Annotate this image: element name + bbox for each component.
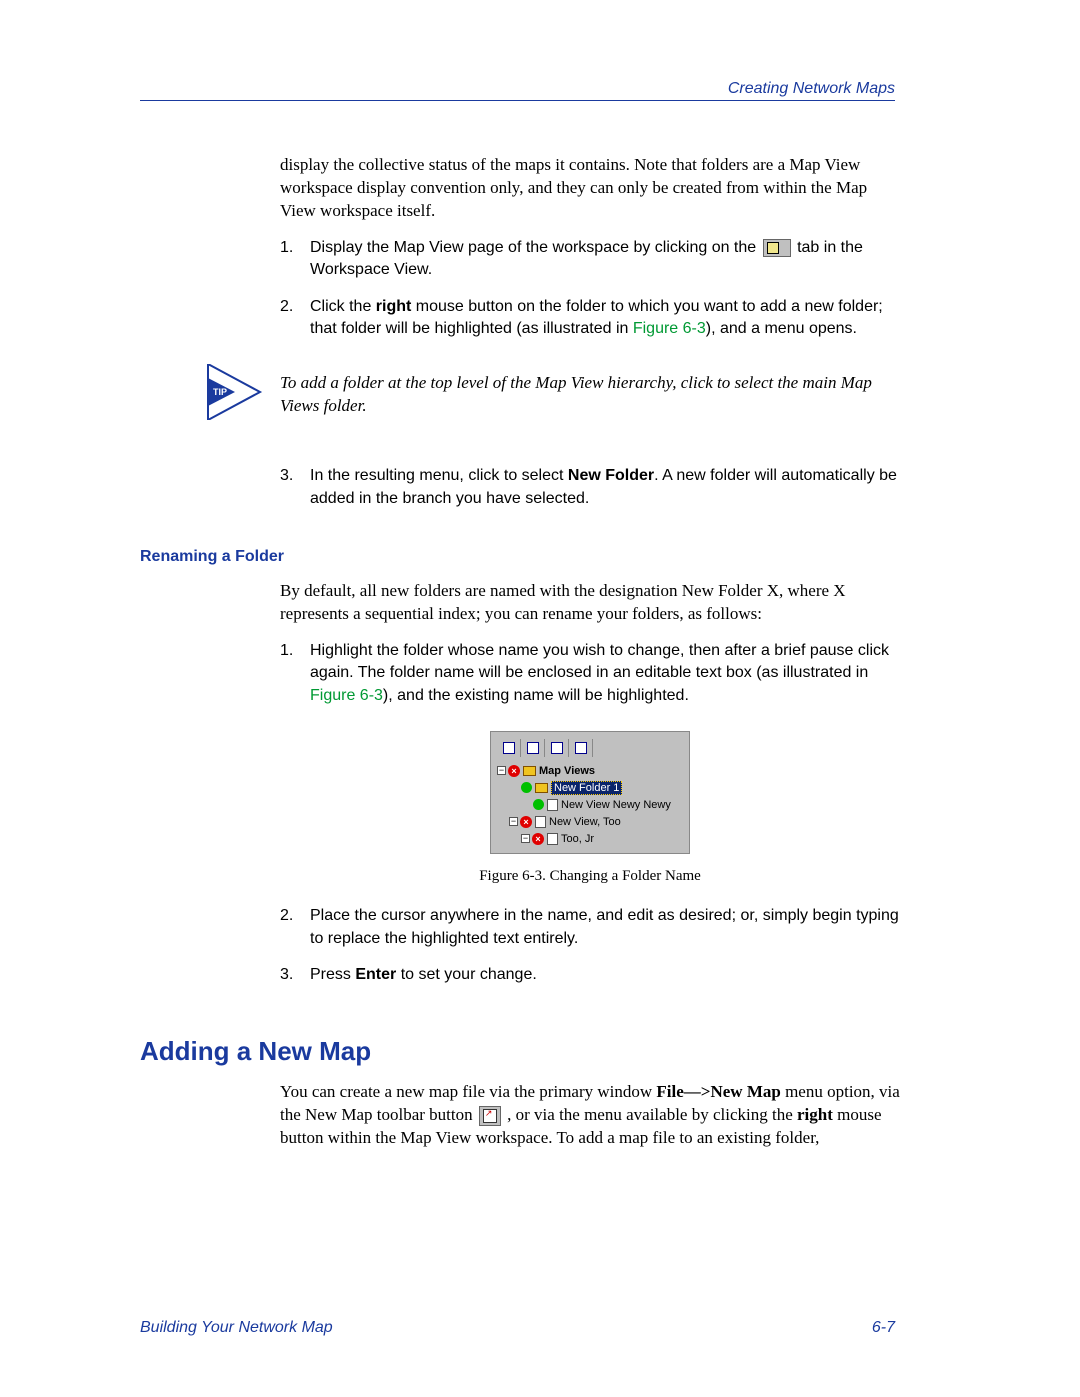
step-num: 1. xyxy=(280,237,310,282)
tree-selected-label[interactable]: New Folder 1 xyxy=(551,781,622,795)
text: to set your change. xyxy=(396,966,537,983)
tree-row: New Folder 1 xyxy=(497,779,683,796)
tree-label: Too, Jr xyxy=(561,833,594,845)
file-icon xyxy=(547,799,558,811)
tip-label: TIP xyxy=(213,387,227,397)
heading-renaming-folder: Renaming a Folder xyxy=(140,548,900,566)
text: Display the Map View page of the workspa… xyxy=(310,239,761,256)
text: Highlight the folder whose name you wish… xyxy=(310,642,889,681)
step-body: Press Enter to set your change. xyxy=(310,964,900,986)
tree-root-label: Map Views xyxy=(539,765,595,777)
text-bold: right xyxy=(376,298,412,315)
status-red-icon: × xyxy=(508,765,520,777)
tree-row: − × Too, Jr xyxy=(497,830,683,847)
step-body: Click the right mouse button on the fold… xyxy=(310,296,900,341)
figure-screenshot: − × Map Views New Folder 1 New View Newy… xyxy=(490,731,690,854)
text: ), and the existing name will be highlig… xyxy=(383,687,689,704)
tree-row: − × Map Views xyxy=(497,762,683,779)
step-2-1: 1. Highlight the folder whose name you w… xyxy=(280,640,900,707)
tree-row: New View Newy Newy xyxy=(497,796,683,813)
tree-toggle-icon: − xyxy=(497,766,506,775)
step-2-3: 3. Press Enter to set your change. xyxy=(280,964,900,986)
rename-paragraph: By default, all new folders are named wi… xyxy=(280,580,900,626)
tree-toggle-icon: − xyxy=(521,834,530,843)
step-body: Display the Map View page of the workspa… xyxy=(310,237,900,282)
map-view-tab-icon xyxy=(763,239,791,257)
toolbar-icon xyxy=(497,739,521,757)
figure-caption: Figure 6-3. Changing a Folder Name xyxy=(280,868,900,885)
text-bold: New Folder xyxy=(568,467,654,484)
figure-link[interactable]: Figure 6-3 xyxy=(310,687,383,704)
page: Creating Network Maps display the collec… xyxy=(0,0,1080,1397)
page-number: 6-7 xyxy=(872,1319,895,1337)
tip-text: To add a folder at the top level of the … xyxy=(280,372,900,418)
step-num: 1. xyxy=(280,640,310,707)
content-area: display the collective status of the map… xyxy=(280,154,900,1150)
footer-chapter-title: Building Your Network Map xyxy=(140,1319,333,1337)
status-red-icon: × xyxy=(520,816,532,828)
figure-6-3: − × Map Views New Folder 1 New View Newy… xyxy=(280,731,900,885)
toolbar-icon xyxy=(569,739,593,757)
tip-icon: TIP xyxy=(200,364,270,425)
toolbar-icon xyxy=(521,739,545,757)
figure-link[interactable]: Figure 6-3 xyxy=(633,320,706,337)
step-1-2: 2. Click the right mouse button on the f… xyxy=(280,296,900,341)
step-num: 3. xyxy=(280,465,310,510)
header-rule xyxy=(140,100,895,101)
text-bold: right xyxy=(797,1105,833,1124)
file-icon xyxy=(547,833,558,845)
step-body: In the resulting menu, click to select N… xyxy=(310,465,900,510)
header-section-title: Creating Network Maps xyxy=(728,80,895,98)
tree-toggle-icon: − xyxy=(509,817,518,826)
text: You can create a new map file via the pr… xyxy=(280,1082,656,1101)
step-1-1: 1. Display the Map View page of the work… xyxy=(280,237,900,282)
new-map-toolbar-icon: ↗ xyxy=(479,1106,501,1126)
status-green-icon xyxy=(521,782,532,793)
heading-adding-new-map: Adding a New Map xyxy=(140,1036,900,1067)
step-body: Place the cursor anywhere in the name, a… xyxy=(310,905,900,950)
file-icon xyxy=(535,816,546,828)
step-2-2: 2. Place the cursor anywhere in the name… xyxy=(280,905,900,950)
status-red-icon: × xyxy=(532,833,544,845)
step-1-3: 3. In the resulting menu, click to selec… xyxy=(280,465,900,510)
text: In the resulting menu, click to select xyxy=(310,467,568,484)
text-bold: File—>New Map xyxy=(656,1082,780,1101)
folder-icon xyxy=(523,766,536,776)
folder-icon xyxy=(535,783,548,793)
step-num: 2. xyxy=(280,296,310,341)
text: Press xyxy=(310,966,355,983)
step-body: Highlight the folder whose name you wish… xyxy=(310,640,900,707)
toolbar-icon xyxy=(545,739,569,757)
tree-row: − × New View, Too xyxy=(497,813,683,830)
figure-toolbar xyxy=(497,738,683,758)
intro-paragraph: display the collective status of the map… xyxy=(280,154,900,223)
text: , or via the menu available by clicking … xyxy=(503,1105,797,1124)
tip-callout: TIP To add a folder at the top level of … xyxy=(200,364,900,425)
status-green-icon xyxy=(533,799,544,810)
step-num: 2. xyxy=(280,905,310,950)
tree-label: New View, Too xyxy=(549,816,621,828)
tree-label: New View Newy Newy xyxy=(561,799,671,811)
text-bold: Enter xyxy=(355,966,396,983)
text: Click the xyxy=(310,298,376,315)
text: ), and a menu opens. xyxy=(706,320,857,337)
addmap-paragraph: You can create a new map file via the pr… xyxy=(280,1081,900,1150)
step-num: 3. xyxy=(280,964,310,986)
